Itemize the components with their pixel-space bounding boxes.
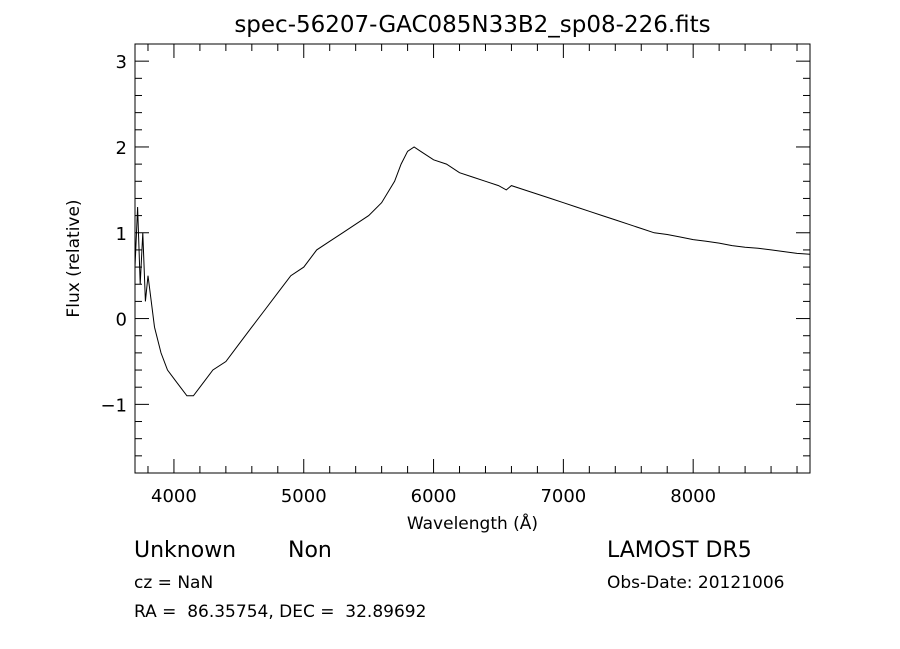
x-tick-label: 5000: [281, 486, 327, 507]
obs-date: Obs-Date: 20121006: [607, 573, 785, 593]
axis-ticks: [135, 43, 810, 473]
y-tick-label: 0: [116, 310, 127, 331]
y-axis-label: Flux (relative): [64, 199, 84, 317]
redshift-cz: cz = NaN: [134, 573, 214, 593]
axis-tick-labels: 4000 5000 6000 7000 8000 −1 0 1 2 3: [100, 52, 716, 507]
x-tick-label: 6000: [411, 486, 457, 507]
spectrum-line: [134, 146, 811, 397]
series-group: [134, 146, 811, 397]
y-tick-label: −1: [100, 395, 127, 416]
y-tick-label: 3: [116, 52, 127, 73]
plot-frame: [134, 43, 811, 474]
chart-title: spec-56207-GAC085N33B2_sp08-226.fits: [234, 12, 710, 38]
x-tick-label: 4000: [151, 486, 197, 507]
object-subclass: Non: [288, 538, 332, 563]
y-tick-label: 2: [116, 138, 127, 159]
object-class: Unknown: [134, 538, 237, 563]
y-tick-label: 1: [116, 224, 127, 245]
survey-name: LAMOST DR5: [607, 538, 752, 563]
x-axis-label: Wavelength (Å): [407, 512, 538, 534]
ra-dec-coords: RA = 86.35754, DEC = 32.89692: [134, 602, 427, 622]
x-tick-label: 8000: [670, 486, 716, 507]
x-tick-label: 7000: [540, 486, 586, 507]
